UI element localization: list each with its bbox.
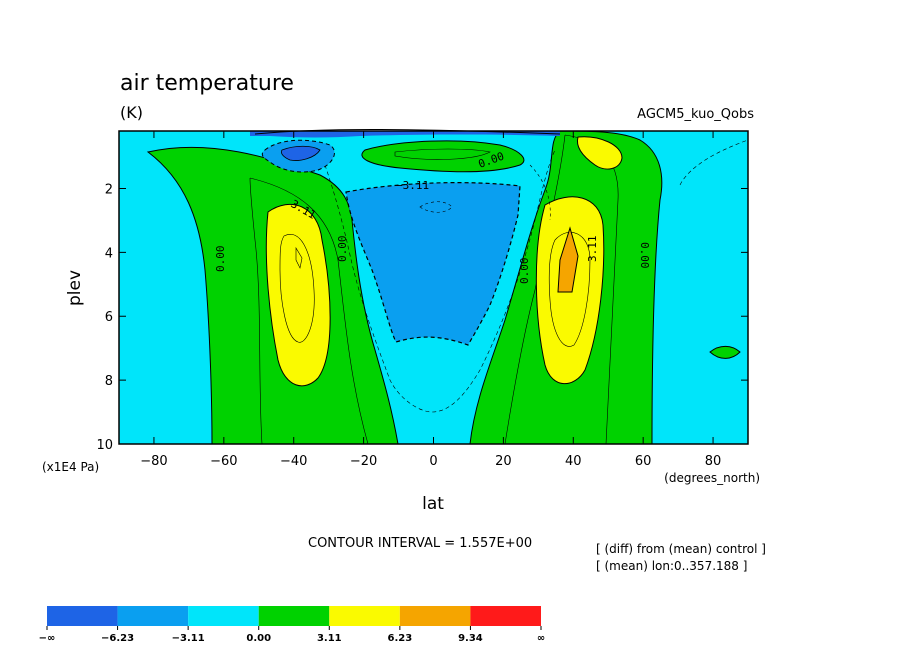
colorbar-label: −3.11: [172, 633, 205, 644]
axes: −80 −60 −40 −20 0 20 40 60 80 2 4 6 8 10: [96, 131, 748, 469]
x-axis-units: (degrees_north): [664, 471, 760, 485]
colorbar-swatch: [258, 606, 330, 626]
contour-label: 3.11: [586, 236, 599, 263]
colorbar-swatch: [188, 606, 259, 626]
colorbar-label: 6.23: [388, 633, 413, 644]
note-mean: [ (mean) lon:0..357.188 ]: [596, 559, 747, 573]
y-tick-label: 4: [105, 246, 113, 261]
contour-label: 0.00: [214, 246, 227, 273]
colorbar-label: 0.00: [246, 633, 271, 644]
x-tick-label: −40: [280, 454, 307, 469]
sh-top-cold-core: [281, 145, 321, 161]
plot-area: 0.00 0.00 0.00 0.00 0.00 3.11 3.11 −3.11: [118, 129, 749, 445]
east-green-patch: [709, 345, 741, 359]
colorbar-label: 3.11: [317, 633, 342, 644]
colorbar: −∞ −6.23 −3.11 0.00 3.11 6.23 9.34 ∞: [39, 606, 545, 644]
top-edge-cold: [250, 131, 560, 138]
colorbar-swatch: [470, 606, 541, 626]
contour-label: 0.00: [518, 258, 531, 285]
y-axis-units: (x1E4 Pa): [42, 460, 99, 474]
colorbar-label: ∞: [537, 633, 545, 644]
experiment-label: AGCM5_kuo_Qobs: [637, 107, 754, 122]
x-tick-label: −20: [350, 454, 377, 469]
y-tick-label: 2: [105, 182, 113, 197]
y-tick-label: 6: [105, 310, 113, 325]
y-tick-label: 8: [105, 374, 113, 389]
contour-label: −3.11: [396, 179, 429, 192]
sh-thin-contour: [249, 177, 369, 445]
note-diff: [ (diff) from (mean) control ]: [596, 542, 766, 556]
tropical-cold-block: [345, 182, 521, 346]
colorbar-swatch: [329, 606, 400, 626]
sh-yellow-inner: [279, 234, 315, 343]
x-tick-label: 60: [635, 454, 652, 469]
sh-yellow-core: [265, 203, 331, 387]
chart-units: (K): [120, 103, 143, 122]
x-tick-label: −60: [210, 454, 237, 469]
colorbar-label: −∞: [39, 633, 56, 644]
x-tick-label: 40: [565, 454, 582, 469]
x-axis-label: lat: [422, 494, 444, 514]
colorbar-swatch: [47, 606, 118, 626]
chart-title: air temperature: [120, 71, 294, 96]
colorbar-swatch: [117, 606, 189, 626]
y-tick-label: 10: [96, 438, 113, 453]
sh-peak-marker: [295, 246, 303, 269]
tropopause-inner-contour: [394, 148, 491, 160]
x-tick-label: 0: [429, 454, 437, 469]
nh-orange-peak: [557, 226, 579, 293]
dashed-contour-nh: [529, 164, 551, 221]
colorbar-label: −6.23: [101, 633, 134, 644]
dashed-contour-outer: [324, 149, 556, 413]
contour-interval-text: CONTOUR INTERVAL = 1.557E+00: [308, 536, 532, 551]
contour-label: 0.00: [336, 236, 349, 263]
dashed-contour-east: [679, 139, 749, 186]
tropopause-green-patch: [361, 140, 525, 173]
x-tick-label: 80: [705, 454, 722, 469]
y-axis-label: plev: [65, 270, 85, 306]
colorbar-swatch: [399, 606, 471, 626]
contour-label: 0.00: [638, 242, 651, 269]
x-tick-label: 20: [495, 454, 512, 469]
colorbar-label: 9.34: [458, 633, 483, 644]
x-tick-label: −80: [140, 454, 167, 469]
top-edge-contour: [254, 129, 561, 135]
nh-yellow-top: [576, 136, 623, 170]
